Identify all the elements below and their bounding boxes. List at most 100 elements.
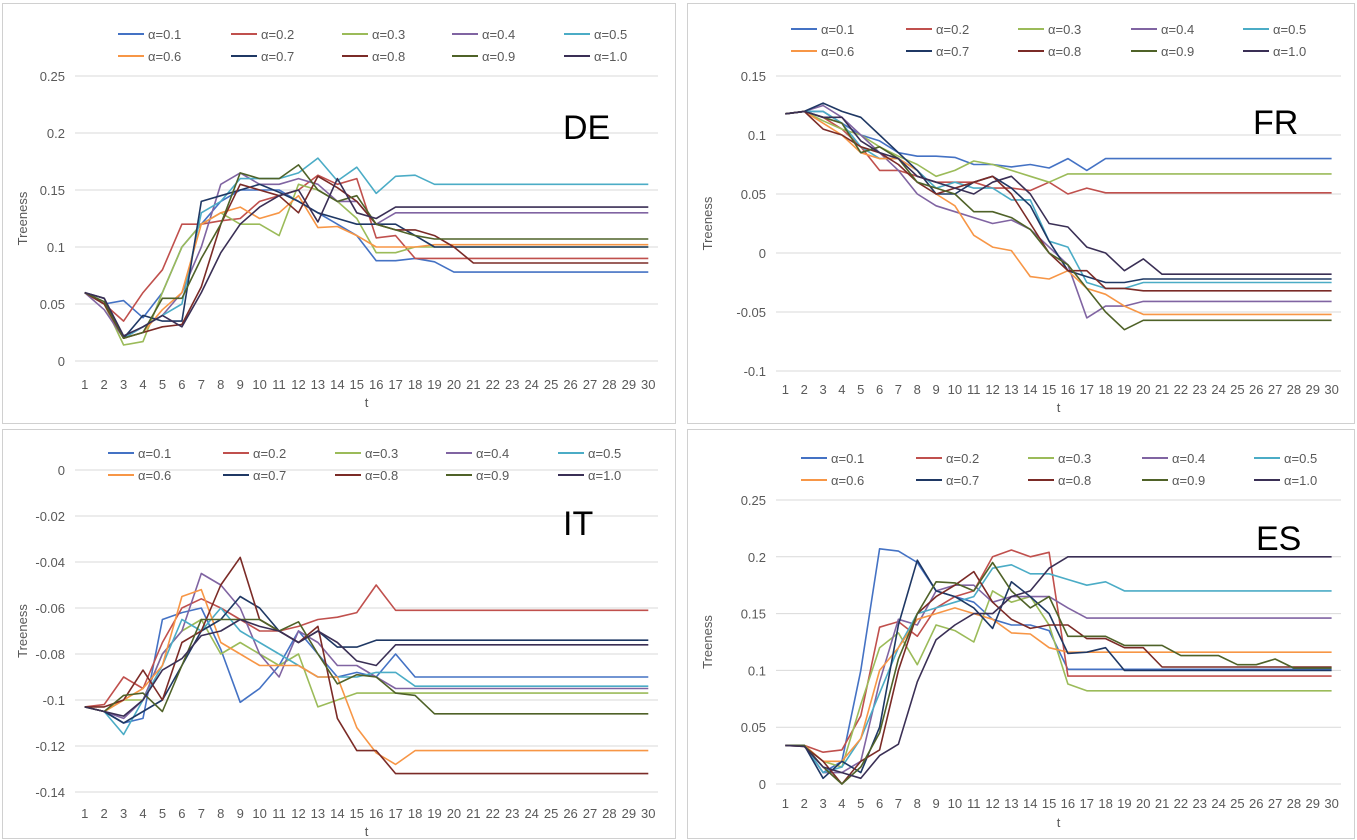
series-line	[84, 595, 649, 724]
x-tick-label: 21	[466, 377, 480, 392]
country-code-label: IT	[563, 505, 593, 543]
x-tick-label: 17	[1080, 796, 1094, 811]
chart-panel-de: 0 0.05 0.1 0.15 0.2 0.25 1 2 3 4 5 6 7 8 9 10 11 12 13 14 15…	[2, 3, 676, 424]
x-tick-label: 11	[272, 806, 286, 821]
series-line	[785, 559, 1332, 780]
x-tick-label: 15	[350, 806, 364, 821]
x-tick-label: 28	[1287, 796, 1301, 811]
y-tick-label: 0.05	[741, 720, 766, 735]
series-line	[785, 110, 1332, 172]
series-line	[785, 584, 1332, 774]
series-line	[785, 549, 1332, 754]
x-axis-label: t	[365, 824, 369, 839]
x-tick-label: 24	[524, 377, 538, 392]
series-line	[84, 177, 649, 337]
legend-label: α=1.0	[588, 468, 621, 483]
legend-label: α=0.3	[1058, 451, 1091, 466]
x-tick-label: 26	[1249, 796, 1263, 811]
series-line	[785, 564, 1332, 774]
x-tick-label: 15	[1042, 796, 1056, 811]
legend-label: α=0.2	[946, 451, 979, 466]
x-tick-label: 22	[486, 806, 500, 821]
y-axis-label: Treeness	[700, 196, 715, 250]
legend-label: α=0.6	[148, 49, 181, 64]
series-line	[785, 607, 1332, 763]
x-tick-label: 8	[914, 796, 921, 811]
country-code-label: DE	[563, 109, 610, 147]
legend-label: α=1.0	[1284, 473, 1317, 488]
x-axis-label: t	[1057, 815, 1061, 830]
series-line	[84, 157, 649, 340]
legend-label: α=0.4	[1161, 22, 1194, 37]
x-tick-label: 24	[524, 806, 538, 821]
x-tick-label: 6	[178, 377, 185, 392]
x-tick-label: 2	[101, 806, 108, 821]
series-line	[84, 588, 649, 766]
y-tick-label: 0	[58, 463, 65, 478]
legend-label: α=0.6	[138, 468, 171, 483]
y-tick-label: 0	[58, 354, 65, 369]
x-tick-label: 14	[1023, 382, 1037, 397]
series-line	[84, 572, 649, 720]
x-tick-label: 9	[932, 382, 939, 397]
x-tick-label: 25	[1230, 382, 1244, 397]
legend-label: α=0.8	[1058, 473, 1091, 488]
legend-label: α=0.4	[1172, 451, 1205, 466]
x-tick-label: 5	[857, 796, 864, 811]
legend-label: α=0.9	[1161, 44, 1194, 59]
x-tick-label: 21	[1155, 382, 1169, 397]
x-tick-label: 10	[252, 806, 266, 821]
legend-label: α=0.1	[821, 22, 854, 37]
x-tick-label: 28	[602, 806, 616, 821]
series-line	[84, 164, 649, 340]
x-tick-label: 28	[602, 377, 616, 392]
country-code-label: FR	[1253, 104, 1298, 142]
x-tick-label: 21	[466, 806, 480, 821]
x-tick-label: 2	[801, 382, 808, 397]
legend-label: α=0.7	[936, 44, 969, 59]
x-tick-label: 27	[1268, 796, 1282, 811]
x-tick-label: 27	[1268, 382, 1282, 397]
x-tick-label: 9	[237, 806, 244, 821]
x-tick-label: 23	[1193, 382, 1207, 397]
legend-label: α=0.8	[372, 49, 405, 64]
series-line	[785, 110, 1332, 316]
x-tick-label: 4	[838, 382, 845, 397]
legend-label: α=1.0	[594, 49, 627, 64]
y-tick-label: -0.1	[744, 364, 766, 379]
chart-svg: 00.050.10.150.20.251 2 3 4 5 6 7 8 9 10 11 12 13 14 15…	[15, 27, 658, 410]
x-tick-label: 6	[178, 806, 185, 821]
x-tick-label: 4	[139, 377, 146, 392]
x-tick-label: 20	[447, 806, 461, 821]
legend-label: α=0.2	[936, 22, 969, 37]
x-tick-label: 12	[985, 382, 999, 397]
x-tick-label: 29	[622, 806, 636, 821]
legend-label: α=0.1	[148, 27, 181, 42]
x-tick-label: 30	[641, 377, 655, 392]
x-tick-label: 18	[1098, 796, 1112, 811]
x-tick-label: 11	[272, 377, 286, 392]
x-tick-label: 18	[408, 806, 422, 821]
x-tick-label: 12	[291, 377, 305, 392]
x-axis-label: t	[1057, 400, 1061, 415]
x-tick-label: 26	[563, 377, 577, 392]
legend-label: α=0.3	[372, 27, 405, 42]
x-tick-label: 22	[486, 377, 500, 392]
y-tick-label: -0.05	[736, 305, 766, 320]
x-tick-label: 5	[159, 806, 166, 821]
legend-label: α=0.8	[1048, 44, 1081, 59]
y-tick-label: 0.2	[748, 550, 766, 565]
legend-label: α=0.2	[253, 446, 286, 461]
x-tick-label: 23	[505, 806, 519, 821]
series-line	[785, 110, 1332, 276]
series-line	[84, 174, 649, 322]
x-tick-label: 13	[311, 377, 325, 392]
x-tick-label: 10	[948, 382, 962, 397]
y-tick-label: 0.15	[741, 607, 766, 622]
y-axis-label: Treeness	[15, 604, 30, 658]
x-tick-label: 27	[583, 806, 597, 821]
legend-label: α=0.7	[253, 468, 286, 483]
chart-panel-it: -0.14 -0.12 -0.1 -0.08 -0.06 -0.04 -0.02 0 1 2 3 4 5…	[2, 429, 676, 839]
